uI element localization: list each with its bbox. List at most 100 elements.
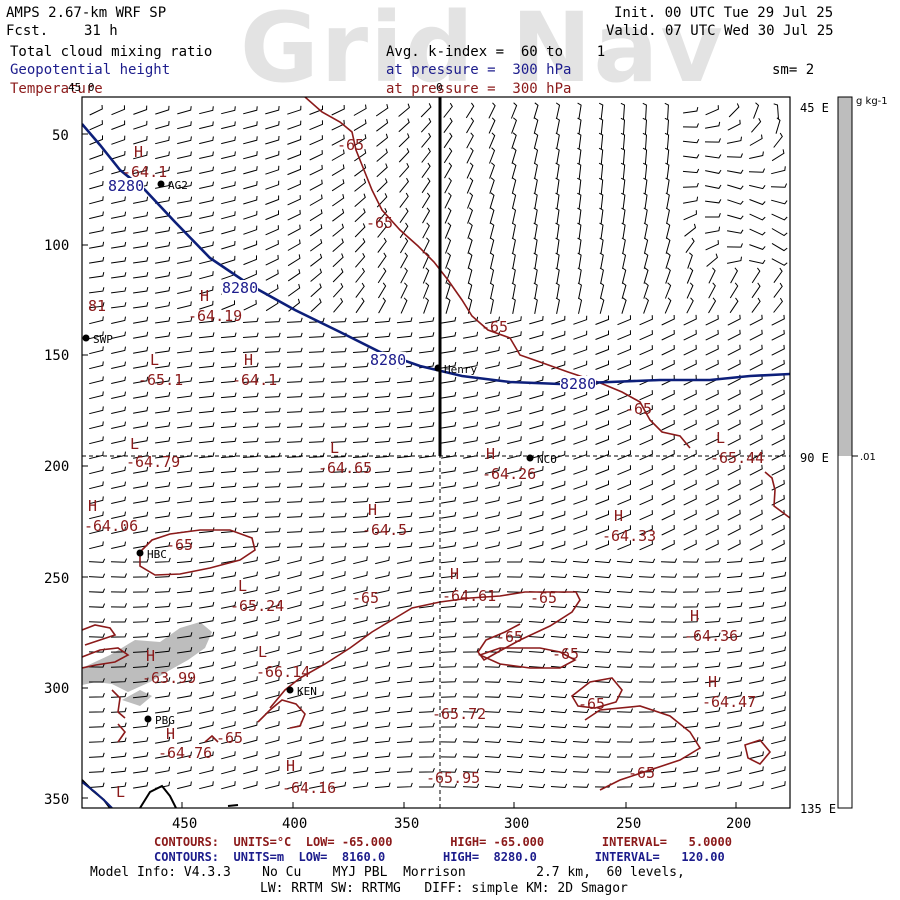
wind-barb xyxy=(643,297,649,314)
wind-barb xyxy=(511,297,516,314)
wind-barb xyxy=(639,390,653,401)
wind-barb xyxy=(310,268,322,282)
wind-barb xyxy=(352,407,369,413)
wind-barb xyxy=(620,177,626,195)
wind-barb xyxy=(550,693,568,699)
station-label: SWP xyxy=(93,333,113,346)
wind-barb xyxy=(445,237,452,254)
wind-barb xyxy=(309,676,324,685)
wind-barb xyxy=(555,132,560,149)
wind-barb xyxy=(242,482,259,488)
wind-barb xyxy=(375,103,389,117)
wind-barb xyxy=(595,435,609,445)
temp-extremum-value: -64.1 xyxy=(232,371,278,389)
wind-barb xyxy=(705,539,719,551)
height-contour-label: 8280 xyxy=(370,351,407,369)
wind-barb xyxy=(577,222,582,239)
wind-barb xyxy=(198,392,215,399)
wind-barb xyxy=(89,436,104,445)
wind-barb xyxy=(377,252,387,268)
temp-contour xyxy=(764,471,790,519)
wind-barb xyxy=(88,558,106,563)
wind-barb xyxy=(462,587,479,593)
wind-barb xyxy=(555,267,560,284)
wind-barb xyxy=(198,332,215,339)
wind-barb xyxy=(242,437,259,443)
wind-barb xyxy=(243,556,258,564)
wind-barb xyxy=(441,466,457,474)
wind-barb xyxy=(529,391,544,400)
wind-barb xyxy=(220,452,237,459)
wind-barb xyxy=(89,135,103,146)
wind-barb xyxy=(550,723,568,729)
wind-barb xyxy=(771,556,787,564)
wind-barb xyxy=(683,766,699,774)
wind-barb xyxy=(110,633,127,638)
wind-barb xyxy=(598,117,604,135)
wind-barb xyxy=(89,256,105,264)
wind-barb xyxy=(396,332,413,339)
wind-barb xyxy=(682,182,699,188)
wind-barb xyxy=(133,286,149,294)
wind-barb xyxy=(374,467,391,474)
wind-barb xyxy=(638,663,655,668)
wind-barb xyxy=(682,168,700,174)
wind-barb xyxy=(599,207,604,224)
wind-barb xyxy=(333,297,344,313)
wind-barb xyxy=(507,316,522,325)
wind-barb xyxy=(332,282,344,298)
wind-barb xyxy=(132,632,149,638)
wind-barb xyxy=(110,662,127,668)
wind-barb xyxy=(133,211,149,219)
wind-barb xyxy=(617,360,632,371)
wind-barb xyxy=(665,162,670,179)
temp-contour xyxy=(257,699,306,729)
y-tick-label: 100 xyxy=(44,238,70,254)
wind-barb xyxy=(331,164,345,177)
wind-barb xyxy=(286,317,303,323)
wind-barb xyxy=(177,181,193,189)
wind-barb xyxy=(353,751,369,759)
cloud-fill-region xyxy=(82,622,212,692)
wind-barb xyxy=(572,573,590,579)
wind-barb xyxy=(727,199,744,205)
wind-barb xyxy=(643,222,648,239)
wind-barb xyxy=(221,646,236,654)
wind-barb xyxy=(727,706,743,714)
wind-barb xyxy=(661,494,675,506)
wind-barb xyxy=(705,721,721,729)
wind-barb xyxy=(133,436,149,444)
wind-barb xyxy=(88,603,106,608)
wind-barb xyxy=(616,663,634,668)
wind-barb xyxy=(133,466,149,474)
wind-barb xyxy=(749,539,763,551)
temp-contour-label: -65 xyxy=(216,729,244,747)
wind-barb xyxy=(528,663,546,669)
wind-barb xyxy=(353,104,367,116)
wind-barb xyxy=(374,767,391,774)
wind-barb xyxy=(661,479,675,491)
wind-barb xyxy=(133,105,148,115)
y-tick-label: 300 xyxy=(44,681,70,697)
wind-barb xyxy=(154,602,171,608)
wind-barb xyxy=(309,646,324,655)
wind-barb xyxy=(396,497,413,504)
wind-barb xyxy=(705,240,719,251)
wind-barb xyxy=(485,331,500,339)
wind-barb xyxy=(89,391,104,400)
wind-barb xyxy=(353,119,367,132)
wind-barb xyxy=(418,617,435,624)
wind-barb xyxy=(422,252,430,269)
wind-barb xyxy=(616,633,634,638)
wind-barb xyxy=(309,766,324,774)
wind-barb xyxy=(89,104,103,116)
wind-barb xyxy=(594,738,612,743)
wind-barb xyxy=(771,494,785,506)
wind-barb xyxy=(132,692,149,699)
wind-barb xyxy=(265,781,280,790)
wind-barb xyxy=(489,297,494,314)
wind-barb xyxy=(354,208,366,223)
wind-barb xyxy=(375,631,391,639)
wind-barb xyxy=(421,147,431,163)
wind-barb xyxy=(133,151,148,160)
